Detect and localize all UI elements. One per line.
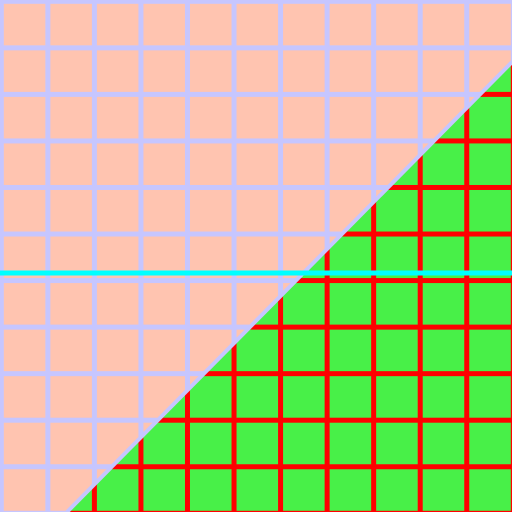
upper-grid-horizontal-line [0, 45, 512, 51]
lower-grid-horizontal-line [67, 417, 512, 423]
upper-grid-horizontal-line [0, 184, 512, 190]
lower-grid-vertical-line [510, 62, 512, 512]
lower-grid-vertical-line [371, 62, 377, 512]
upper-grid-horizontal-line [0, 138, 512, 144]
lower-grid-horizontal-line [67, 510, 512, 512]
lower-grid-vertical-line [324, 62, 330, 512]
upper-grid-vertical-line [45, 0, 51, 512]
lower-grid-horizontal-line [67, 464, 512, 470]
diagonal-boundary [65, 60, 512, 512]
upper-grid-horizontal-line [0, 278, 512, 284]
lower-grid-vertical-line [417, 62, 423, 512]
upper-grid-horizontal-line [0, 91, 512, 97]
lower-grid-horizontal-line [67, 324, 512, 330]
upper-grid-vertical-line [91, 0, 97, 512]
upper-grid-vertical-line [0, 0, 4, 512]
upper-grid-vertical-line [278, 0, 284, 512]
lower-grid-vertical-line [464, 62, 470, 512]
upper-grid-horizontal-line [0, 231, 512, 237]
upper-grid-horizontal-line [0, 0, 512, 4]
upper-grid-vertical-line [184, 0, 190, 512]
upper-grid-vertical-line [138, 0, 144, 512]
upper-grid-vertical-line [231, 0, 237, 512]
lower-grid-horizontal-line [67, 371, 512, 377]
